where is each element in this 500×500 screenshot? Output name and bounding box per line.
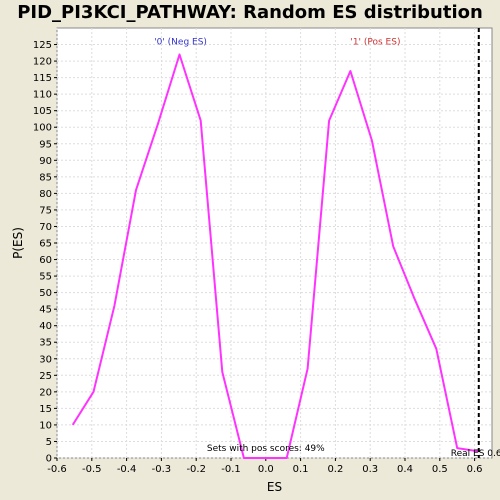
y-tick-label: 85 xyxy=(39,172,52,183)
chart-title: PID_PI3KCI_PATHWAY: Random ES distributi… xyxy=(17,2,483,23)
x-tick-label: 0.5 xyxy=(432,464,448,475)
x-tick-label: 0.0 xyxy=(258,464,274,475)
x-tick-label: -0.6 xyxy=(47,464,67,475)
y-tick-label: 60 xyxy=(39,255,52,266)
axes: 0 5 10 15 20 25 30 35 40 45 50 55 60 65 70 75 80 85 90 95 10… xyxy=(33,40,483,475)
x-tick-label: -0.3 xyxy=(152,464,172,475)
y-tick-label: 45 xyxy=(39,305,52,316)
y-tick-label: 50 xyxy=(39,288,52,299)
x-tick-label: -0.4 xyxy=(117,464,137,475)
y-tick-label: 95 xyxy=(39,139,52,150)
y-tick-label: 40 xyxy=(39,321,52,332)
x-tick-label: -0.2 xyxy=(186,464,206,475)
y-tick-label: 90 xyxy=(39,156,52,167)
y-tick-label: 65 xyxy=(39,239,52,250)
grid xyxy=(56,28,492,459)
y-tick-label: 0 xyxy=(46,454,52,465)
annotation: Real ES 0.61 xyxy=(451,449,500,459)
series-layer xyxy=(71,28,480,459)
x-tick-label: 0.1 xyxy=(293,464,309,475)
y-tick-label: 30 xyxy=(39,354,52,365)
y-axis-title: P(ES) xyxy=(11,227,25,259)
x-tick-label: 0.4 xyxy=(397,464,413,475)
x-tick-label: -0.1 xyxy=(221,464,241,475)
x-tick-label: 0.6 xyxy=(467,464,483,475)
y-tick-label: 125 xyxy=(33,40,52,51)
series-line xyxy=(71,53,479,459)
y-tick-label: 100 xyxy=(33,123,52,134)
x-axis-title: ES xyxy=(267,480,282,494)
x-tick-label: 0.3 xyxy=(362,464,378,475)
y-tick-label: 70 xyxy=(39,222,52,233)
y-tick-label: 120 xyxy=(33,57,52,68)
x-tick-label: 0.2 xyxy=(327,464,343,475)
annotation-layer: '0' (Neg ES) '1' (Pos ES) Sets with pos sc… xyxy=(154,38,500,459)
y-tick-label: 15 xyxy=(39,404,52,415)
y-tick-label: 5 xyxy=(46,437,52,448)
y-tick-label: 35 xyxy=(39,338,52,349)
y-tick-label: 20 xyxy=(39,387,52,398)
y-tick-label: 75 xyxy=(39,205,52,216)
annotation: Sets with pos scores: 49% xyxy=(207,444,325,454)
y-tick-label: 115 xyxy=(33,73,52,84)
x-tick-label: -0.5 xyxy=(82,464,102,475)
y-tick-label: 25 xyxy=(39,371,52,382)
annotation: '0' (Neg ES) xyxy=(154,38,207,48)
y-tick-label: 55 xyxy=(39,272,52,283)
annotation: '1' (Pos ES) xyxy=(350,38,400,48)
y-tick-label: 105 xyxy=(33,106,52,117)
y-tick-label: 110 xyxy=(33,90,52,101)
y-tick-label: 10 xyxy=(39,420,52,431)
y-tick-label: 80 xyxy=(39,189,52,200)
